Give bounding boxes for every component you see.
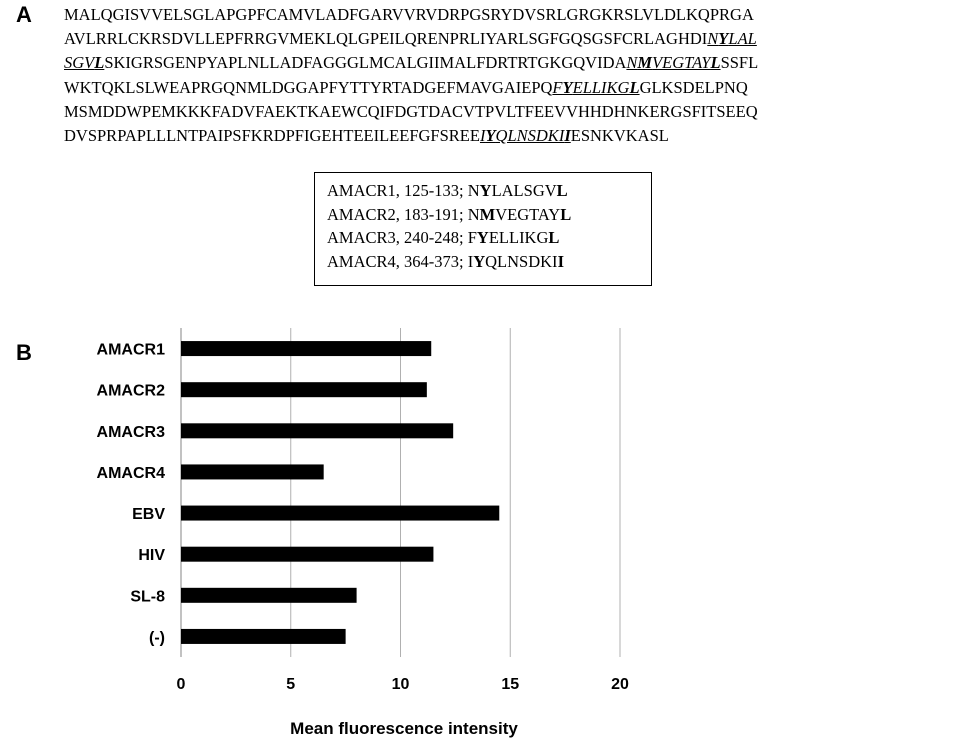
bar-amacr2 (181, 382, 427, 398)
legend-segment: LALSGV (491, 181, 557, 200)
epitope-segment: N (707, 29, 719, 49)
epitope-segment: L (710, 53, 721, 73)
bar-sl8 (181, 587, 357, 603)
category-label: AMACR3 (97, 424, 166, 441)
legend-segment: M (479, 204, 496, 224)
category-label: (-) (149, 629, 165, 646)
sequence-line: SGVLSKIGRSGENPYAPLNLLADFAGGGLMCALGIIMALF… (64, 51, 974, 75)
epitope-segment: N (626, 53, 638, 73)
epitope-legend-box: AMACR1, 125-133; NYLALSGVL AMACR2, 183-19… (314, 172, 652, 286)
epitope-legend-line: AMACR4, 364-373; IYQLNSDKII (327, 250, 651, 274)
sequence-line: DVSPRPAPLLLNTPAIPSFKRDPFIGEHTEEILEEFGFSR… (64, 124, 974, 148)
panel-b-label: B (16, 340, 32, 365)
legend-segment: L (548, 228, 560, 247)
legend-segment: QLNSDKI (485, 251, 558, 271)
legend-segment: VEGTAY (495, 204, 561, 224)
sequence-line: MALQGISVVELSGLAPGPFCAMVLADFGARVVRVDRPGSR… (64, 3, 974, 27)
mfi-bar-chart: AMACR1 AMACR2 AMACR3 AMACR4 EBV HIV SL-8 (-) 0 5 1… (97, 328, 629, 738)
bar-amacr4 (181, 464, 324, 480)
category-label: AMACR4 (97, 465, 166, 482)
legend-segment: AMACR4, 364-373; I (327, 251, 474, 271)
epitope-segment: F (552, 77, 563, 97)
epitope-segment: L (629, 77, 640, 97)
legend-segment: Y (479, 181, 492, 200)
sequence-segment: AVLRRLCKRSDVLLEPFRRGVMEKLQLGPEILQRENPRLI… (64, 29, 708, 49)
epitope-segment: QLNSDKI (495, 126, 565, 146)
legend-segment: Y (473, 251, 486, 271)
sequence-segment: MALQGISVVELSGLAPGPFCAMVLADFGARVVRVDRPGSR… (64, 5, 754, 24)
epitope-segment: ELLIKG (572, 77, 630, 97)
bar- (181, 628, 346, 644)
epitope-segment: M (637, 53, 653, 73)
category-label: AMACR2 (97, 383, 166, 400)
bar-ebv (181, 505, 500, 521)
sequence-segment: SSFL (720, 53, 759, 73)
category-label: AMACR1 (97, 342, 166, 359)
sequence-segment: DVSPRPAPLLLNTPAIPSFKRDPFIGEHTEEILEEFGFSR… (64, 126, 480, 146)
category-label: HIV (138, 547, 165, 564)
x-axis-title: Mean fluorescence intensity (290, 719, 518, 738)
epitope-segment: Y (485, 126, 496, 146)
legend-segment: I (557, 251, 564, 271)
epitope-legend-line: AMACR3, 240-248; FYELLIKGL (327, 226, 651, 250)
legend-segment: Y (476, 228, 489, 247)
sequence-segment: SKIGRSGENPYAPLNLLADFAGGGLMCALGIIMALFDRTR… (104, 53, 627, 73)
category-label: EBV (132, 506, 165, 523)
epitope-segment: VEGTAY (652, 53, 711, 73)
x-tick-label: 10 (392, 676, 410, 693)
legend-segment: L (560, 204, 572, 224)
x-tick-label: 15 (501, 676, 519, 693)
x-tick-label: 0 (177, 676, 186, 693)
panel-a-label: A (16, 2, 32, 27)
legend-segment: AMACR1, 125-133; N (327, 181, 480, 200)
sequence-line: WKTQKLSLWEAPRGQNMLDGGAPFYTTYRTADGEFMAVGA… (64, 76, 974, 100)
epitope-segment: LAL (728, 29, 757, 49)
bar-amacr1 (181, 341, 432, 357)
epitope-segment: I (564, 126, 571, 146)
sequence-segment: WKTQKLSLWEAPRGQNMLDGGAPFYTTYRTADGEFMAVGA… (64, 77, 553, 97)
sequence-segment: ESNKVKASL (570, 126, 669, 146)
sequence-line: AVLRRLCKRSDVLLEPFRRGVMEKLQLGPEILQRENPRLI… (64, 27, 974, 51)
sequence-segment: MSMDDWPEMKKKFADVFAEKTKAEWCQIFDGTDACVTPVL… (64, 101, 758, 121)
epitope-legend-line: AMACR2, 183-191; NMVEGTAYL (327, 203, 651, 227)
amacr-protein-sequence: MALQGISVVELSGLAPGPFCAMVLADFGARVVRVDRPGSR… (64, 3, 974, 148)
legend-segment: L (556, 181, 568, 200)
epitope-segment: L (94, 53, 105, 73)
epitope-segment: Y (718, 29, 729, 49)
bar-amacr3 (181, 423, 454, 439)
category-label: SL-8 (130, 588, 165, 605)
epitope-segment: I (479, 126, 486, 146)
bar-hiv (181, 546, 434, 562)
legend-segment: AMACR2, 183-191; N (327, 204, 480, 224)
legend-segment: ELLIKG (488, 228, 549, 247)
legend-segment: AMACR3, 240-248; F (327, 228, 477, 247)
epitope-legend-line: AMACR1, 125-133; NYLALSGVL (327, 179, 651, 203)
sequence-segment: GLKSDELPNQ (639, 77, 748, 97)
x-tick-label: 20 (611, 676, 629, 693)
epitope-segment: Y (562, 77, 573, 97)
sequence-line: MSMDDWPEMKKKFADVFAEKTKAEWCQIFDGTDACVTPVL… (64, 100, 974, 124)
epitope-segment: SGV (64, 53, 95, 73)
x-tick-label: 5 (286, 676, 295, 693)
